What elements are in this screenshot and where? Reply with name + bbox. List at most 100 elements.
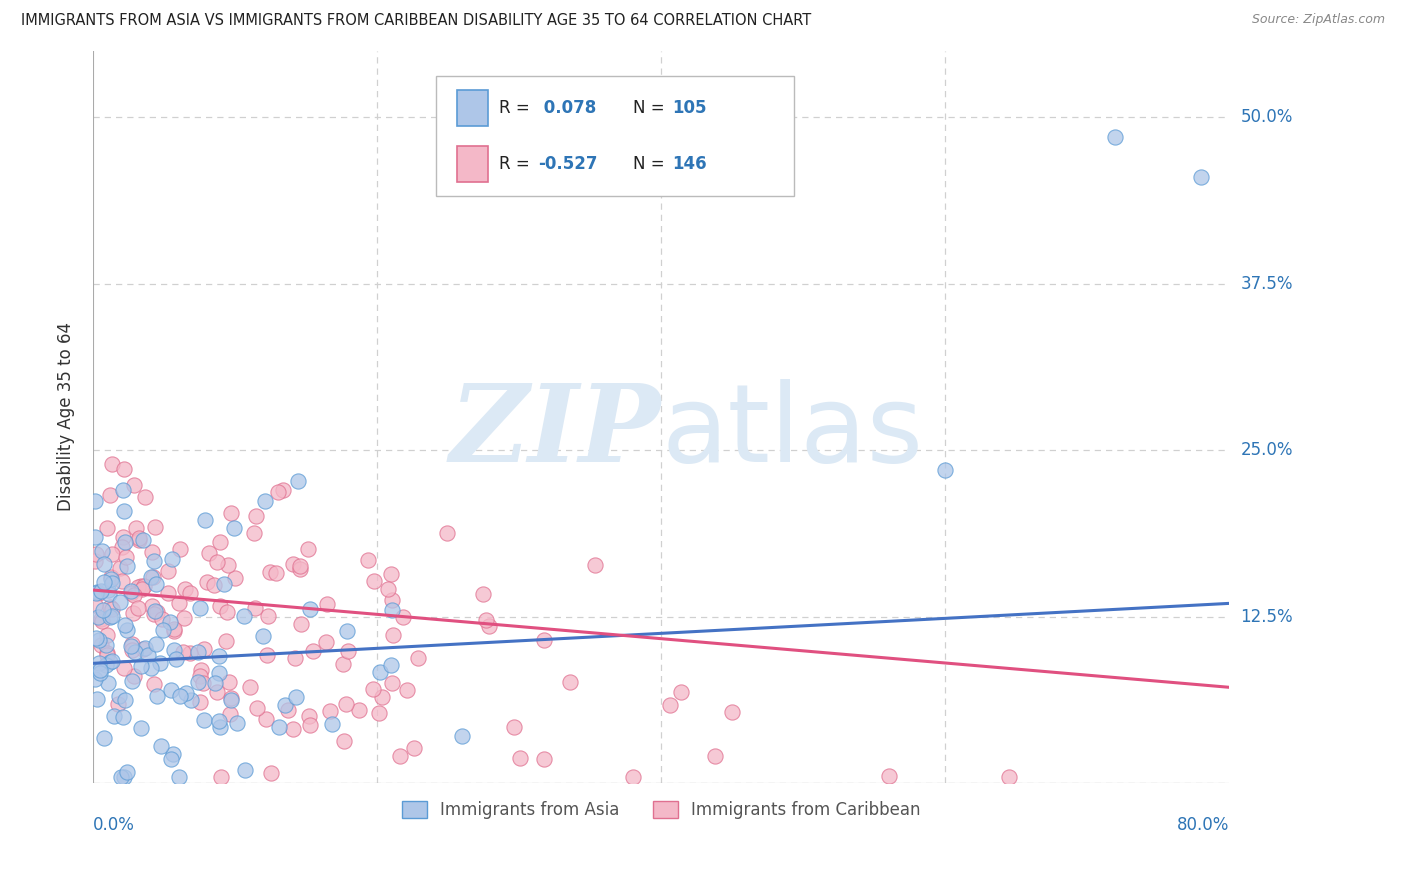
- Point: [114, 661, 136, 675]
- Point: [98, 587, 121, 601]
- Point: [281, 557, 304, 571]
- Point: [299, 601, 322, 615]
- Point: [129, 658, 152, 673]
- Point: [658, 698, 681, 713]
- Text: IMMIGRANTS FROM ASIA VS IMMIGRANTS FROM CARIBBEAN DISABILITY AGE 35 TO 64 CORREL: IMMIGRANTS FROM ASIA VS IMMIGRANTS FROM …: [21, 13, 811, 29]
- Point: [188, 601, 211, 615]
- Point: [209, 770, 232, 784]
- Point: [205, 685, 228, 699]
- Point: [222, 520, 245, 534]
- Point: [235, 763, 257, 777]
- Point: [380, 657, 402, 672]
- Point: [472, 587, 495, 601]
- Point: [108, 595, 131, 609]
- Point: [83, 553, 105, 567]
- Point: [271, 483, 294, 498]
- Point: [84, 672, 107, 686]
- Point: [132, 579, 155, 593]
- Point: [363, 681, 385, 696]
- Point: [141, 570, 163, 584]
- Point: [218, 675, 240, 690]
- Point: [285, 690, 308, 704]
- Point: [337, 644, 360, 658]
- Point: [121, 637, 143, 651]
- Point: [316, 597, 339, 611]
- Point: [509, 751, 531, 765]
- Point: [122, 606, 145, 620]
- Point: [83, 598, 105, 612]
- Point: [96, 648, 118, 662]
- Point: [335, 624, 357, 639]
- Point: [101, 575, 124, 590]
- Point: [142, 554, 165, 568]
- Point: [127, 580, 149, 594]
- Point: [245, 508, 267, 523]
- Point: [239, 681, 262, 695]
- Point: [257, 609, 280, 624]
- Point: [266, 485, 288, 500]
- Point: [1189, 170, 1212, 185]
- Point: [391, 610, 413, 624]
- Point: [84, 586, 107, 600]
- Point: [187, 645, 209, 659]
- Point: [245, 600, 267, 615]
- Point: [188, 695, 211, 709]
- Point: [169, 770, 191, 784]
- Point: [299, 718, 322, 732]
- Point: [191, 675, 214, 690]
- Point: [108, 561, 131, 575]
- Text: N =: N =: [633, 155, 669, 173]
- Point: [134, 640, 156, 655]
- Point: [382, 628, 405, 642]
- Point: [332, 734, 354, 748]
- Point: [142, 677, 165, 691]
- Point: [132, 642, 155, 657]
- Point: [90, 583, 112, 598]
- Point: [877, 768, 900, 782]
- Point: [243, 526, 266, 541]
- Point: [110, 770, 132, 784]
- Point: [89, 612, 111, 626]
- Point: [259, 565, 281, 579]
- Point: [669, 685, 692, 699]
- Point: [381, 603, 404, 617]
- Point: [114, 693, 136, 707]
- Point: [101, 601, 124, 615]
- Point: [253, 494, 276, 508]
- Point: [585, 558, 607, 573]
- Point: [319, 704, 342, 718]
- Point: [150, 612, 173, 626]
- Point: [110, 540, 132, 554]
- Point: [503, 720, 526, 734]
- Point: [160, 752, 183, 766]
- Point: [208, 648, 231, 663]
- Point: [315, 635, 337, 649]
- Point: [290, 617, 312, 632]
- Point: [87, 586, 110, 600]
- Point: [84, 547, 107, 561]
- Point: [560, 674, 582, 689]
- Point: [156, 586, 179, 600]
- Text: 80.0%: 80.0%: [1177, 816, 1229, 835]
- Point: [395, 682, 418, 697]
- Point: [120, 586, 142, 600]
- Point: [621, 770, 644, 784]
- Point: [349, 703, 371, 717]
- Point: [283, 723, 305, 737]
- Point: [127, 601, 149, 615]
- Text: 25.0%: 25.0%: [1240, 442, 1294, 459]
- Point: [98, 610, 121, 624]
- Point: [143, 604, 166, 618]
- Point: [96, 628, 118, 642]
- Point: [152, 623, 174, 637]
- Point: [377, 582, 399, 597]
- Point: [93, 731, 115, 745]
- Point: [172, 645, 194, 659]
- Point: [120, 584, 142, 599]
- Point: [163, 623, 186, 637]
- Text: 105: 105: [672, 99, 707, 117]
- Point: [149, 739, 172, 753]
- Point: [208, 665, 231, 680]
- Point: [145, 576, 167, 591]
- Point: [142, 607, 165, 621]
